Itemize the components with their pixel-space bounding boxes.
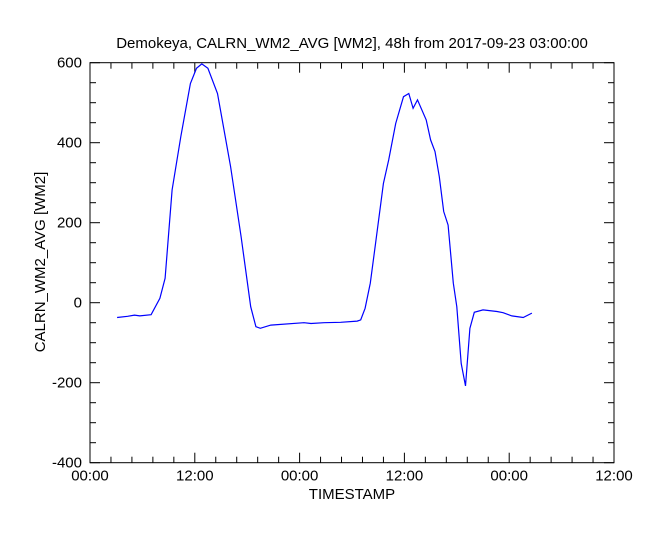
y-tick-label: 400: [57, 135, 82, 152]
x-axis-label: TIMESTAMP: [309, 486, 395, 503]
y-tick-label: 600: [57, 55, 82, 72]
x-tick-label: 12:00: [386, 468, 424, 485]
x-tick-label: 00:00: [71, 468, 109, 485]
plot-frame: [89, 62, 615, 464]
y-tick-label: -400: [52, 455, 82, 472]
x-tick-labels: 00:00 12:00 00:00 12:00 00:00 12:00: [71, 468, 633, 485]
series-line: [117, 63, 533, 387]
y-tick-label: -200: [52, 375, 82, 392]
chart-title: Demokeya, CALRN_WM2_AVG [WM2], 48h from …: [116, 35, 588, 52]
x-tick-label: 12:00: [595, 468, 633, 485]
axis-ticks: [89, 62, 615, 464]
y-axis-label: CALRN_WM2_AVG [WM2]: [32, 172, 49, 353]
y-tick-label: 200: [57, 215, 82, 232]
x-tick-label: 00:00: [281, 468, 319, 485]
x-tick-label: 00:00: [490, 468, 528, 485]
x-tick-label: 12:00: [176, 468, 214, 485]
y-tick-labels: -400 -200 0 200 400 600: [52, 55, 82, 472]
y-tick-label: 0: [74, 295, 82, 312]
